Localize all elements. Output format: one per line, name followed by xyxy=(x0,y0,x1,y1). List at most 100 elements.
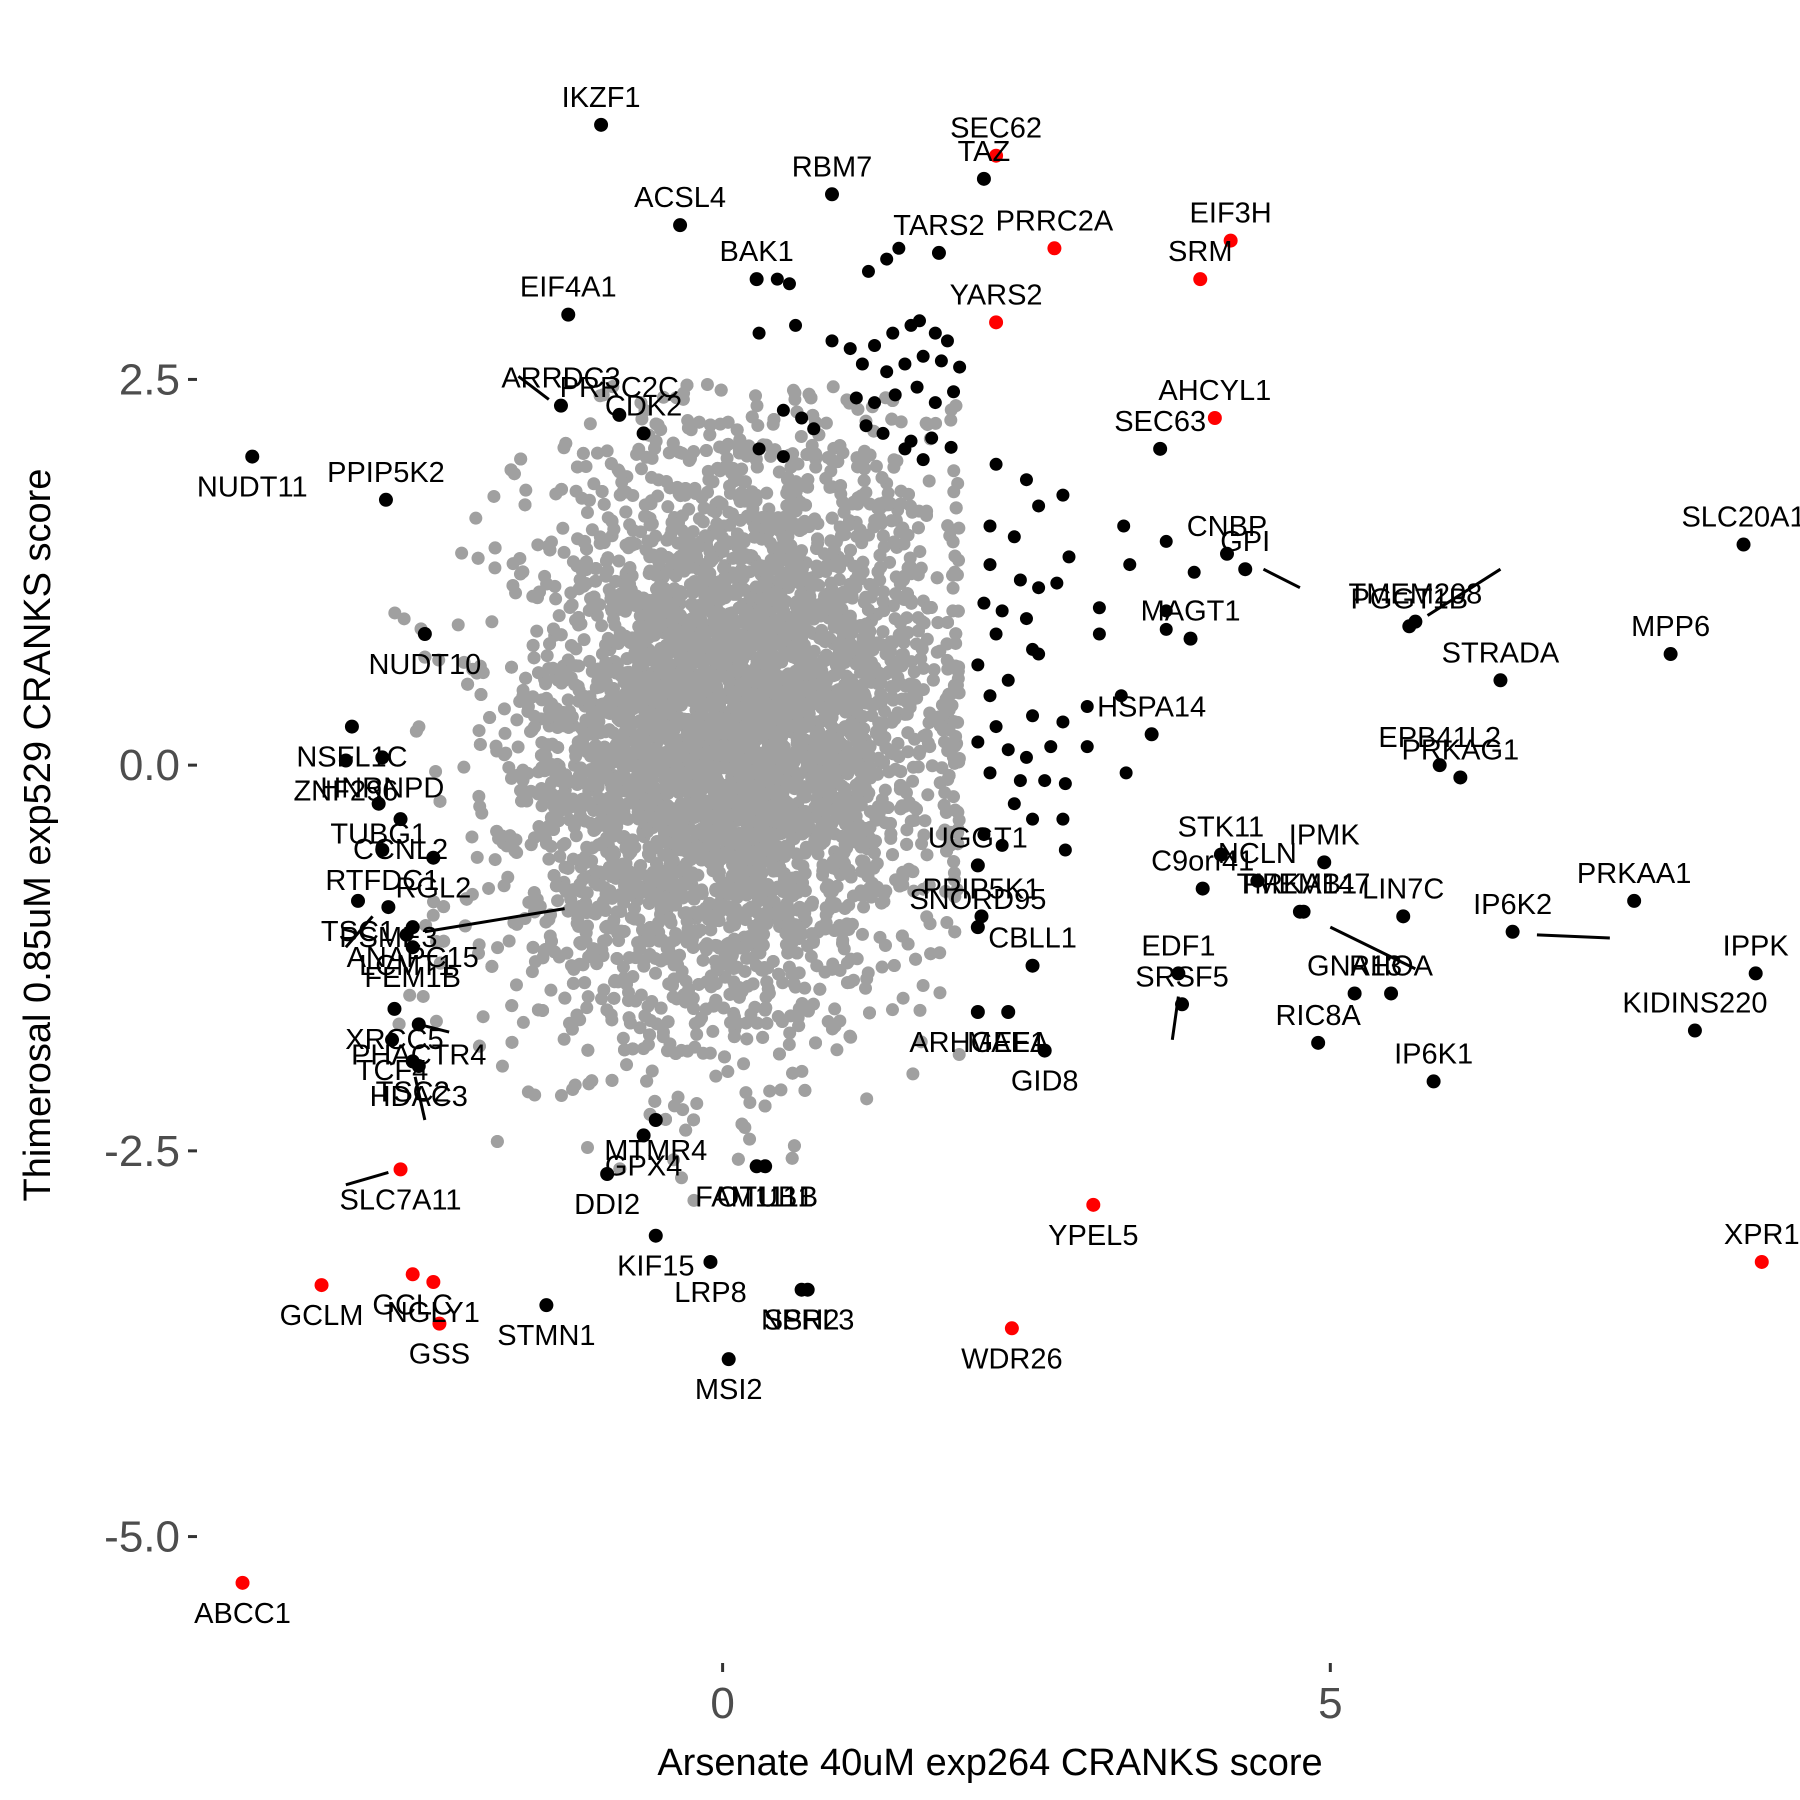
background-gene-point xyxy=(855,927,869,941)
background-gene-point xyxy=(863,1006,877,1020)
background-gene-point xyxy=(580,1001,594,1015)
background-gene-point xyxy=(553,849,567,863)
background-gene-point xyxy=(475,806,489,820)
background-gene-point xyxy=(894,497,908,511)
background-gene-point xyxy=(900,823,914,837)
background-gene-point xyxy=(501,870,515,884)
background-gene-point xyxy=(774,1083,788,1097)
background-gene-point xyxy=(947,790,961,804)
background-gene-point xyxy=(599,638,613,652)
background-gene-point xyxy=(565,598,579,612)
background-gene-point xyxy=(634,462,648,476)
background-gene-point xyxy=(828,668,842,682)
background-gene-point xyxy=(863,448,877,462)
background-gene-point xyxy=(557,545,571,559)
background-gene-point xyxy=(915,837,929,851)
background-gene-point xyxy=(783,1026,797,1040)
background-gene-point xyxy=(633,1021,647,1035)
background-gene-point xyxy=(914,1035,928,1049)
background-gene-point xyxy=(941,519,955,533)
background-gene-point xyxy=(432,653,446,667)
background-gene-point xyxy=(794,429,808,443)
background-gene-point xyxy=(587,477,601,491)
background-gene-point xyxy=(607,991,621,1005)
background-gene-point xyxy=(717,612,731,626)
background-gene-point xyxy=(663,481,677,495)
background-gene-point xyxy=(675,1171,689,1185)
background-gene-point xyxy=(535,799,549,813)
background-gene-point xyxy=(887,535,901,549)
background-gene-point xyxy=(506,578,520,592)
background-gene-point xyxy=(951,476,965,490)
background-gene-point xyxy=(896,991,910,1005)
background-gene-point xyxy=(749,389,763,403)
background-gene-point xyxy=(640,1074,654,1088)
background-gene-point xyxy=(738,964,752,978)
background-gene-point xyxy=(948,925,962,939)
background-gene-point xyxy=(687,1193,701,1207)
background-gene-point xyxy=(487,489,501,503)
background-gene-point xyxy=(700,829,714,843)
background-gene-point xyxy=(581,1141,595,1155)
background-gene-point xyxy=(498,726,512,740)
background-gene-point xyxy=(667,1153,681,1167)
background-gene-point xyxy=(701,530,715,544)
background-gene-point xyxy=(796,859,810,873)
background-gene-point xyxy=(502,934,516,948)
background-gene-point xyxy=(540,649,554,663)
background-gene-point xyxy=(952,1047,966,1061)
background-gene-point xyxy=(502,761,516,775)
background-gene-point xyxy=(561,693,575,707)
background-gene-point xyxy=(510,846,524,860)
background-gene-point xyxy=(516,1015,530,1029)
background-gene-point xyxy=(890,454,904,468)
background-gene-point xyxy=(763,1084,777,1098)
background-gene-point xyxy=(471,551,485,565)
background-gene-point xyxy=(585,778,599,792)
background-gene-point xyxy=(457,760,471,774)
background-gene-point xyxy=(542,852,556,866)
background-gene-point xyxy=(921,788,935,802)
background-gene-point xyxy=(819,416,833,430)
background-gene-point xyxy=(556,838,570,852)
background-gene-point xyxy=(842,518,856,532)
background-gene-point xyxy=(485,615,499,629)
background-gene-point xyxy=(455,546,469,560)
background-gene-point xyxy=(690,1096,704,1110)
background-gene-point xyxy=(739,1086,753,1100)
background-gene-points xyxy=(388,377,966,1207)
background-gene-point xyxy=(881,498,895,512)
background-gene-point xyxy=(472,724,486,738)
background-gene-point xyxy=(897,537,911,551)
background-gene-point xyxy=(876,595,890,609)
background-gene-point xyxy=(691,908,705,922)
background-gene-point xyxy=(710,939,724,953)
background-gene-point xyxy=(885,412,899,426)
background-gene-point xyxy=(586,841,600,855)
background-gene-point xyxy=(530,624,544,638)
background-gene-point xyxy=(948,803,962,817)
background-gene-point xyxy=(695,491,709,505)
background-gene-point xyxy=(576,446,590,460)
background-gene-point xyxy=(944,413,958,427)
background-gene-point xyxy=(505,660,519,674)
background-gene-point xyxy=(416,989,430,1003)
background-gene-point xyxy=(666,990,680,1004)
background-gene-point xyxy=(507,467,521,481)
background-gene-point xyxy=(813,982,827,996)
background-gene-point xyxy=(920,632,934,646)
background-gene-point xyxy=(836,936,850,950)
background-gene-point xyxy=(556,521,570,535)
background-gene-point xyxy=(828,1002,842,1016)
background-gene-point xyxy=(885,1003,899,1017)
background-gene-point xyxy=(750,399,764,413)
background-gene-point xyxy=(643,1028,657,1042)
background-gene-point xyxy=(513,694,527,708)
background-gene-point xyxy=(920,848,934,862)
background-gene-point xyxy=(710,517,724,531)
background-gene-point xyxy=(706,1024,720,1038)
background-gene-point xyxy=(656,1025,670,1039)
background-gene-point xyxy=(451,618,465,632)
background-gene-point xyxy=(700,377,714,391)
background-gene-point xyxy=(798,981,812,995)
